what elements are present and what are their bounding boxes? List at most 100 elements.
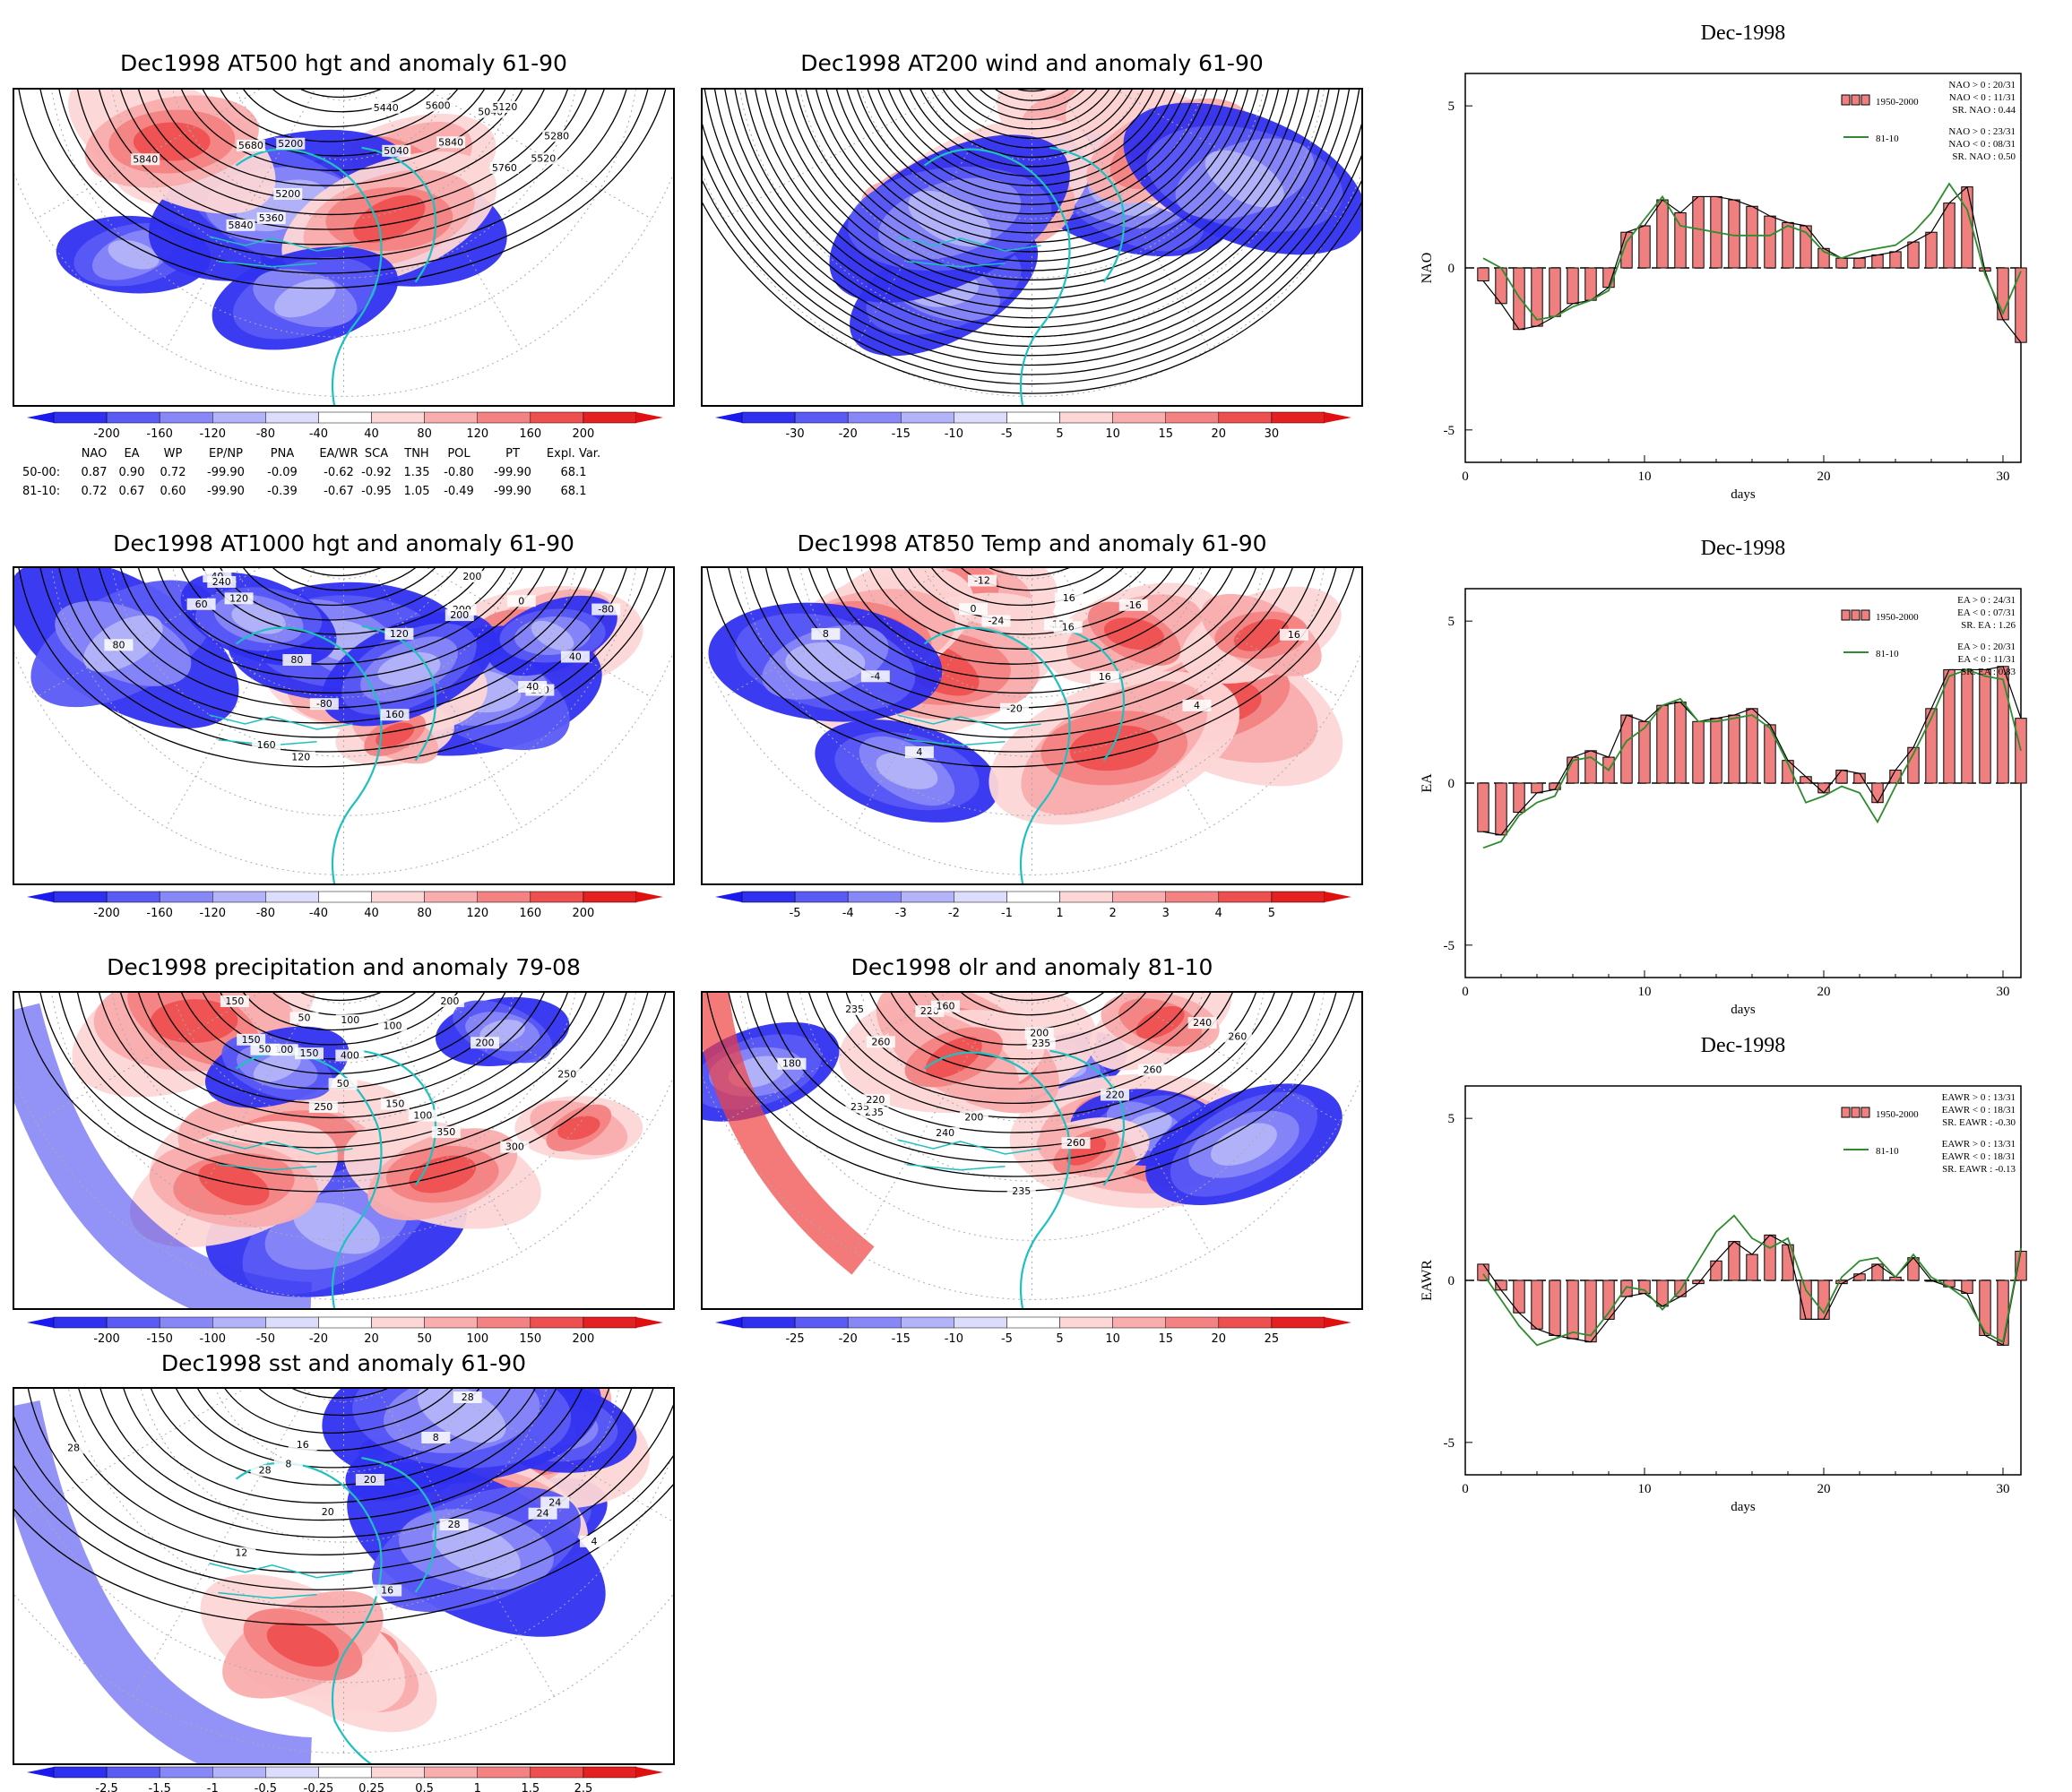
colorbar: -200 -160 -120 -80 -40 40 80 120 160 200 (27, 891, 663, 920)
contour-line (845, 567, 1212, 665)
anomaly-shading (1135, 1006, 1185, 1039)
colorbar-segment (265, 891, 319, 903)
contour-line (224, 1388, 454, 1434)
legend-stat: SR. NAO : 0.50 (1952, 151, 2016, 162)
contour-label: 50 (258, 1044, 271, 1055)
legend-label: 1950-2000 (1876, 1109, 1919, 1120)
colorbar-tick-label: -150 (146, 1332, 173, 1346)
colorbar-segment (1059, 411, 1113, 424)
contour-line (58, 567, 627, 738)
colorbar-arrow-left (27, 892, 54, 902)
map-frame (13, 566, 675, 885)
bar (1997, 1279, 2009, 1346)
y-tick-label: 0 (1448, 262, 1455, 276)
colorbar-tick-label: 0.5 (415, 1782, 434, 1792)
colorbar-segment (371, 891, 425, 903)
contour-label-bg (382, 144, 411, 157)
colorbar-segment (1006, 1316, 1060, 1329)
contour-label-bg (355, 1473, 384, 1486)
contour-label-bg (380, 709, 410, 721)
contour-line (39, 992, 649, 1177)
contour-label-bg (226, 219, 255, 231)
contour-label: 220 (1105, 1089, 1124, 1100)
anomaly-shading (266, 1622, 340, 1667)
contour-line (27, 1388, 654, 1573)
streamline (867, 89, 1197, 205)
contour-label: 5280 (544, 130, 569, 142)
bar-series-line (1482, 185, 2022, 343)
colorbar-segment (1059, 891, 1113, 903)
y-tick-label: -5 (1444, 424, 1455, 438)
anomaly-shading (1233, 619, 1290, 651)
colorbar-segment (741, 891, 796, 903)
contour-line (890, 567, 1174, 635)
series-line (1482, 668, 2022, 849)
colorbar-arrow-right (1325, 1317, 1351, 1328)
contour-label: 350 (436, 1126, 455, 1138)
contour-label-bg (1024, 1027, 1054, 1039)
meridian-line (165, 567, 317, 828)
table-header: PNA (271, 447, 295, 461)
bar (1925, 231, 1938, 269)
table-cell: -0.09 (267, 466, 298, 479)
bar (1584, 267, 1597, 301)
index-charts: Dec-1998 0 10 20 30 -5 0 5 days NAO 1950-2000 NAO >… (1420, 22, 2027, 1514)
map-title: Dec1998 AT850 Temp and anomaly 61-90 (797, 530, 1266, 556)
table-cell: -0.80 (444, 466, 474, 479)
anomaly-shading (13, 1003, 313, 1309)
colorbar-segment (159, 1316, 213, 1329)
streamline (994, 89, 1070, 101)
contour-label: 4 (916, 746, 922, 758)
colorbar-segment (106, 411, 160, 424)
contour-label-bg (1118, 599, 1148, 611)
map-panel: Dec1998 AT500 hgt and anomaly 61-90 5200 5… (13, 50, 675, 441)
contour-label: 16 (1099, 671, 1111, 683)
contour-line (18, 89, 667, 289)
contour-line (868, 992, 1195, 1074)
bar (1531, 267, 1543, 327)
contour-line (868, 567, 1195, 650)
legend-swatch (1841, 609, 1851, 621)
meridian-line (723, 992, 951, 1123)
streamline (979, 89, 1085, 110)
contour-label-bg (377, 1020, 407, 1032)
contour-label: -20 (1006, 703, 1023, 715)
legend-stat: EA < 0 : 11/31 (1958, 654, 2016, 665)
colorbar-tick-label: -80 (256, 427, 275, 441)
contour-label: 50 (337, 1078, 350, 1090)
contour-line (98, 567, 587, 709)
anomaly-shading (1211, 1123, 1277, 1166)
meridian-line (1113, 992, 1341, 1123)
state-borders (897, 236, 1041, 268)
contour-line (960, 992, 1106, 1016)
x-tick-label: 30 (1997, 985, 2010, 999)
contour-label: 5120 (492, 101, 517, 113)
coastline (923, 146, 1126, 406)
colorbar-segment (741, 1316, 796, 1329)
colorbar-segment (106, 1766, 160, 1779)
colorbar-segment (1112, 891, 1166, 903)
bar-series-line (1482, 1234, 2022, 1347)
contour-line (272, 89, 418, 113)
anomaly-shading (293, 1202, 380, 1254)
legend-stat: NAO > 0 : 20/31 (1948, 80, 2016, 90)
colorbar-tick-label: 150 (519, 1332, 541, 1346)
table-cell: 0.72 (82, 485, 108, 498)
contour-label: 200 (462, 571, 481, 582)
colorbar: -30 -20 -15 -10 -5 5 10 15 20 30 (715, 411, 1351, 441)
colorbar-tick-label: -80 (256, 907, 275, 920)
contour-line (987, 567, 1072, 577)
series-line (1482, 182, 2022, 321)
bar (1602, 267, 1615, 289)
bar (1567, 267, 1579, 305)
table-cell: -0.49 (444, 485, 474, 498)
table-cell: 68.1 (561, 466, 587, 479)
contour-label-bg (308, 1101, 338, 1114)
colorbar-segment (1165, 891, 1220, 903)
colorbar-segment (794, 411, 849, 424)
contour-line (747, 567, 1316, 738)
streamline (1014, 89, 1050, 92)
colorbar-tick-label: -3 (895, 907, 907, 920)
colorbar-tick-label: 20 (1212, 427, 1227, 441)
contour-label: 60 (195, 599, 208, 610)
